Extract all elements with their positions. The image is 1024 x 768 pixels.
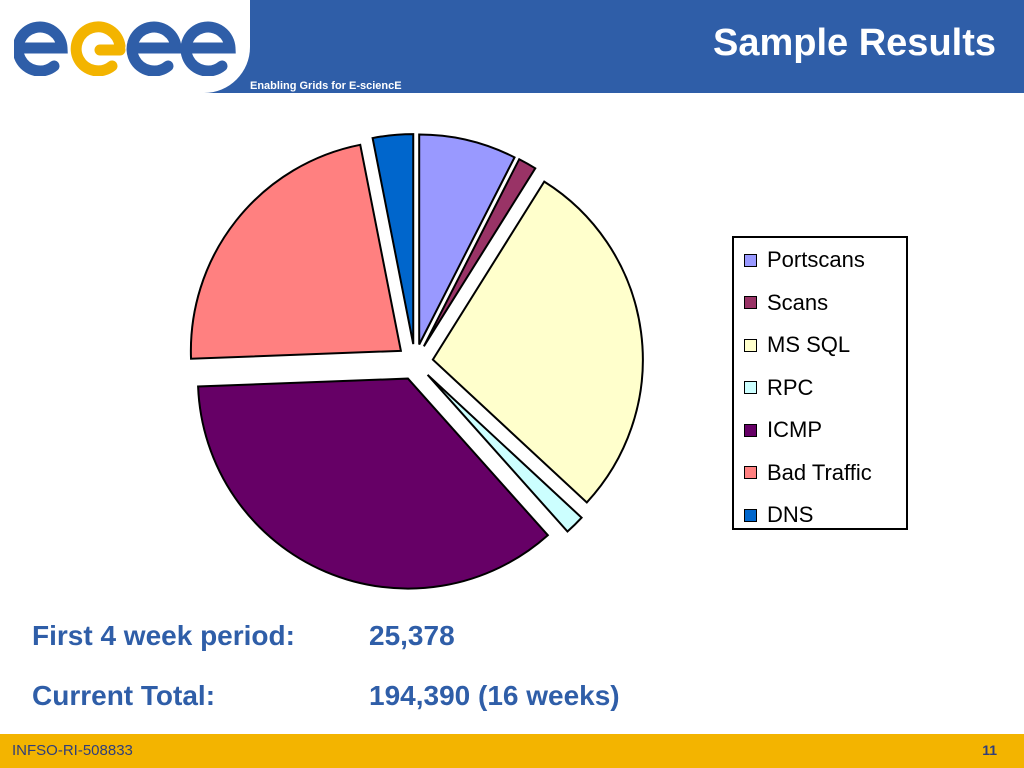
pie-slice-rpc [426, 374, 584, 533]
egee-logo [14, 10, 236, 76]
legend-label: ICMP [767, 417, 822, 442]
first-period-label: First 4 week period: [32, 620, 295, 651]
legend-item: RPC [744, 374, 814, 400]
legend-swatch [744, 296, 757, 309]
legend-label: Scans [767, 289, 829, 315]
legend-label: Portscans [767, 247, 865, 272]
legend-item: Scans [744, 289, 829, 315]
tagline: Enabling Grids for E-sciencE [250, 80, 402, 92]
pie-slice-icmp [197, 377, 550, 590]
legend-swatch [744, 423, 757, 437]
current-total-stat: Current Total: 194,390 (16 weeks) [32, 680, 620, 712]
legend-swatch [744, 253, 757, 267]
current-total-label: Current Total: [32, 680, 216, 711]
pie-slice-portscans [418, 133, 516, 345]
legend-item: MS SQL [744, 332, 851, 357]
slide-title: Sample Results [713, 22, 996, 64]
legend-label: MS SQL [767, 332, 851, 357]
legend-swatch [744, 508, 757, 522]
chart-legend: Portscans Scans MS SQL RPC ICMP Bad Traffic DN… [732, 236, 908, 530]
legend-swatch [744, 381, 757, 394]
legend-item: ICMP [744, 417, 822, 442]
pie-slice-dns [371, 133, 415, 345]
first-period-stat: First 4 week period: 25,378 [32, 620, 455, 652]
legend-item: Bad Traffic [744, 459, 872, 485]
pie-slice-bad-traffic [189, 143, 403, 360]
first-period-value: 25,378 [369, 620, 455, 651]
pie-chart [189, 133, 644, 590]
pie-slice-ms-sql [431, 180, 644, 504]
legend-label: Bad Traffic [767, 459, 872, 485]
legend-swatch [744, 466, 757, 479]
legend-label: DNS [767, 502, 814, 527]
header-bar: Enabling Grids for E-sciencE Sample Resu… [0, 0, 1024, 93]
footer-bar: INFSO-RI-508833 11 [0, 734, 1024, 768]
logo-area [0, 0, 250, 93]
pie-slice-scans [422, 157, 537, 347]
footer-project-id: INFSO-RI-508833 [12, 742, 133, 759]
legend-item: Portscans [744, 247, 865, 272]
current-total-value: 194,390 (16 weeks) [369, 680, 620, 711]
legend-swatch [744, 338, 757, 352]
page-number: 11 [982, 742, 997, 758]
legend-label: RPC [767, 374, 814, 400]
legend-item: DNS [744, 502, 814, 527]
